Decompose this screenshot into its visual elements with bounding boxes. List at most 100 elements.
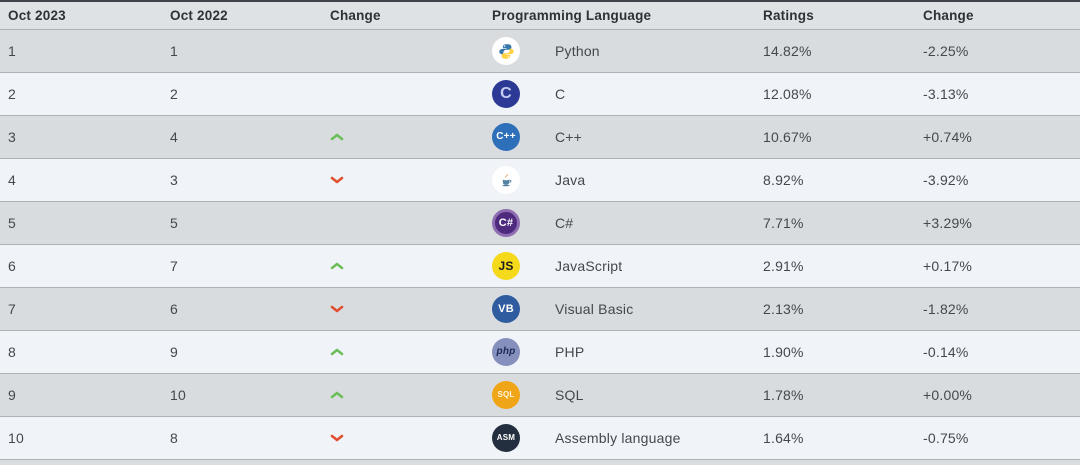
rank-2022-value: 3 [170,172,178,188]
rank-change-cell [322,132,484,142]
rank-2022-value: 9 [170,344,178,360]
rank-up-icon [330,391,344,399]
csharp-icon: C# [492,209,520,237]
language-name: SQL [555,387,584,403]
rank-change-cell [322,304,484,314]
rank-2023-value: 2 [8,86,16,102]
ratings-value: 2.91% [763,258,804,274]
header-programming-language: Programming Language [492,8,652,23]
ratings-value: 1.64% [763,430,804,446]
rank-change-cell [322,347,484,357]
rank-down-icon [330,305,344,313]
rank-change-cell [322,175,484,185]
rank-up-icon [330,133,344,141]
rank-up-icon [330,262,344,270]
header-oct-2023: Oct 2023 [8,8,66,23]
language-cell: SQL SQL [484,381,755,409]
table-row: 8 9 php PHP 1.90% -0.14% [0,330,1080,373]
php-icon: php [492,338,520,366]
rank-change-cell [322,261,484,271]
language-cell: ASM Assembly language [484,424,755,452]
ratings-change-value: -0.14% [923,344,969,360]
table-row: 5 5 C# C# 7.71% +3.29% [0,201,1080,244]
language-name: PHP [555,344,585,360]
language-name: Visual Basic [555,301,634,317]
ratings-value: 7.71% [763,215,804,231]
ratings-value: 2.13% [763,301,804,317]
rank-2023-value: 3 [8,129,16,145]
rank-change-cell [322,390,484,400]
ratings-change-value: +0.17% [923,258,973,274]
table-body: 1 1 Python 14.82% -2.25% 2 2 C C 12.08% … [0,29,1080,459]
assembly-icon: ASM [492,424,520,452]
rank-2022-value: 4 [170,129,178,145]
rank-2023-value: 10 [8,430,24,446]
table-row: 3 4 C++ C++ 10.67% +0.74% [0,115,1080,158]
language-cell: Java [484,166,755,194]
ratings-value: 1.90% [763,344,804,360]
visual-basic-icon: VB [492,295,520,323]
table-row: 4 3 Java 8.92% -3.92% [0,158,1080,201]
language-name: JavaScript [555,258,623,274]
rank-2023-value: 6 [8,258,16,274]
header-rank-change: Change [330,8,381,23]
ratings-value: 12.08% [763,86,812,102]
cpp-icon: C++ [492,123,520,151]
ratings-change-value: -3.92% [923,172,969,188]
language-name: Assembly language [555,430,681,446]
rank-down-icon [330,434,344,442]
header-oct-2022: Oct 2022 [170,8,228,23]
table-row: 7 6 VB Visual Basic 2.13% -1.82% [0,287,1080,330]
language-cell: Python [484,37,755,65]
rank-2022-value: 2 [170,86,178,102]
language-name: C [555,86,566,102]
ratings-value: 10.67% [763,129,812,145]
rank-down-icon [330,176,344,184]
language-cell: JS JavaScript [484,252,755,280]
ratings-value: 1.78% [763,387,804,403]
rank-2023-value: 1 [8,43,16,59]
rank-up-icon [330,348,344,356]
rank-2023-value: 4 [8,172,16,188]
table-row: 1 1 Python 14.82% -2.25% [0,29,1080,72]
ratings-change-value: -1.82% [923,301,969,317]
language-cell: C# C# [484,209,755,237]
javascript-icon: JS [492,252,520,280]
rank-change-cell [322,433,484,443]
rank-2022-value: 6 [170,301,178,317]
language-cell: C++ C++ [484,123,755,151]
sql-icon: SQL [492,381,520,409]
rank-2022-value: 1 [170,43,178,59]
table-header-row: Oct 2023 Oct 2022 Change Programming Lan… [0,2,1080,29]
ratings-change-value: +3.29% [923,215,973,231]
rank-2023-value: 8 [8,344,16,360]
rank-2022-value: 5 [170,215,178,231]
rank-2023-value: 9 [8,387,16,403]
python-icon [492,37,520,65]
language-cell: C C [484,80,755,108]
rank-2022-value: 7 [170,258,178,274]
language-cell: php PHP [484,338,755,366]
c-icon: C [492,80,520,108]
java-icon [492,166,520,194]
rank-2022-value: 10 [170,387,186,403]
ratings-change-value: -2.25% [923,43,969,59]
table-row: 9 10 SQL SQL 1.78% +0.00% [0,373,1080,416]
ratings-change-value: -0.75% [923,430,969,446]
language-name: Java [555,172,586,188]
ratings-value: 14.82% [763,43,812,59]
ratings-change-value: +0.00% [923,387,973,403]
table-row: 2 2 C C 12.08% -3.13% [0,72,1080,115]
language-name: Python [555,43,600,59]
ratings-change-value: -3.13% [923,86,969,102]
rank-2022-value: 8 [170,430,178,446]
ratings-change-value: +0.74% [923,129,973,145]
header-ratings: Ratings [763,8,814,23]
language-name: C# [555,215,574,231]
language-cell: VB Visual Basic [484,295,755,323]
ratings-value: 8.92% [763,172,804,188]
language-name: C++ [555,129,583,145]
table-row: 10 8 ASM Assembly language 1.64% -0.75% [0,416,1080,459]
table-row: 6 7 JS JavaScript 2.91% +0.17% [0,244,1080,287]
